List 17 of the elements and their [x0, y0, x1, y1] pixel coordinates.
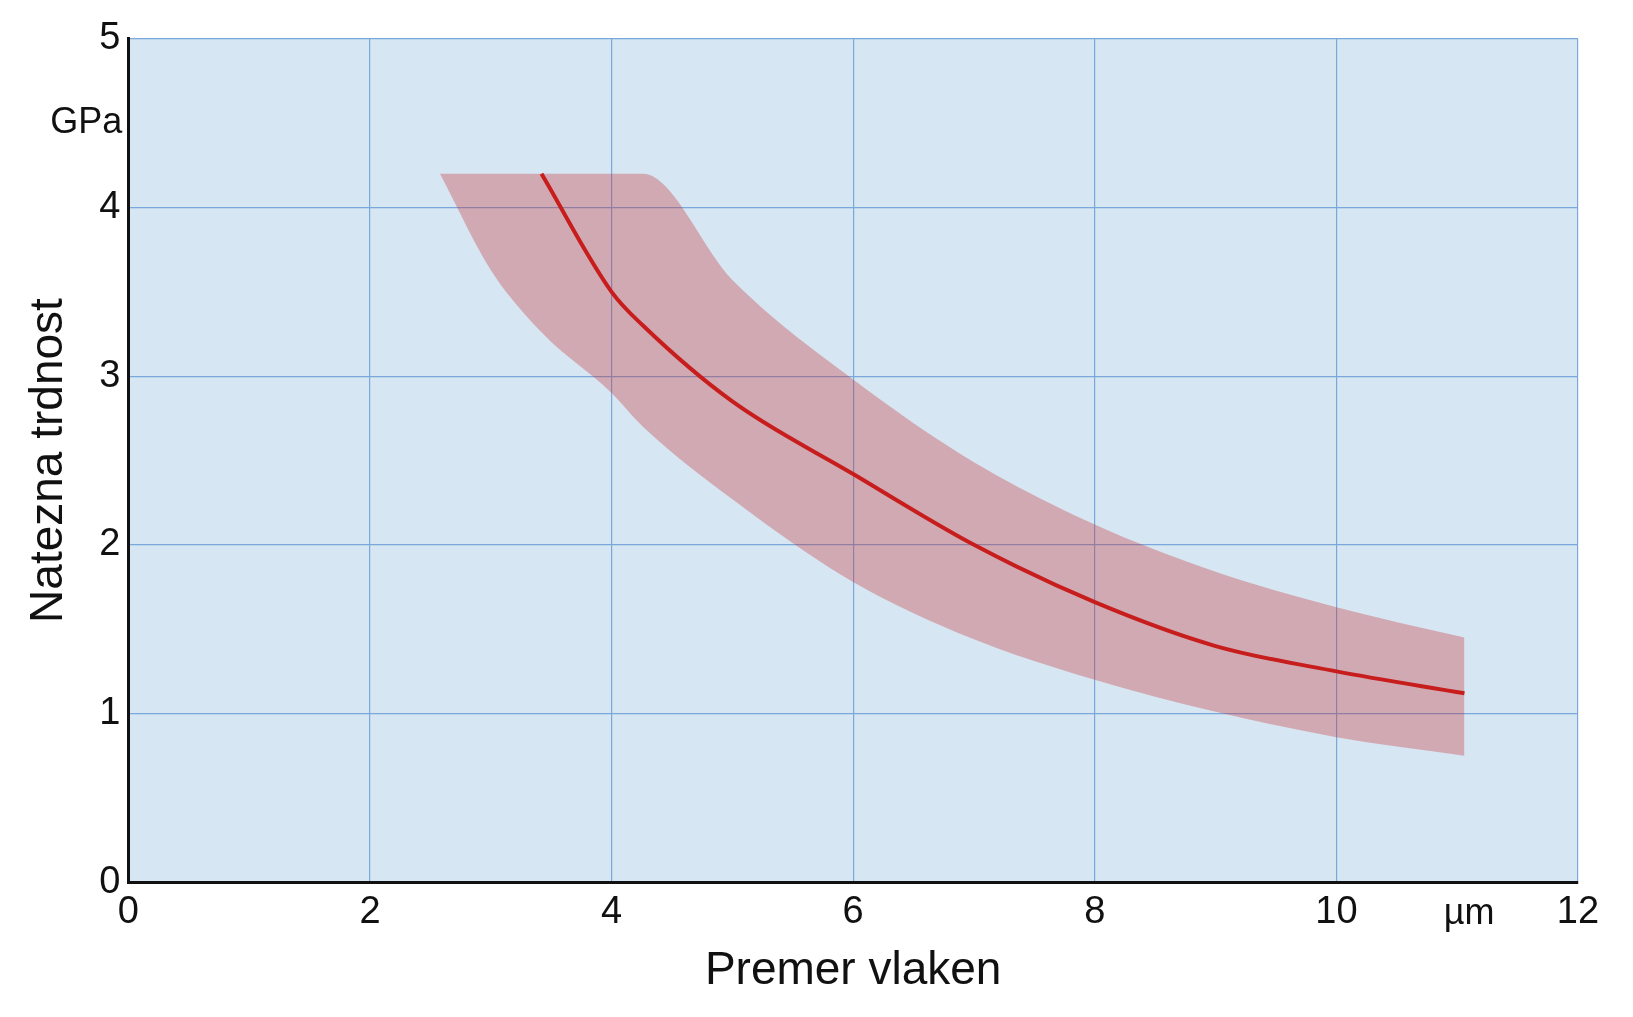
y-tick-label: 0	[99, 858, 121, 901]
x-tick-label: 10	[1315, 889, 1358, 932]
y-tick-label: 2	[99, 521, 121, 564]
y-tick-label: 3	[99, 352, 121, 395]
text: GPa	[50, 100, 124, 142]
x-axis-title: Premer vlaken	[704, 942, 1002, 995]
x-tick-label: 8	[1084, 889, 1106, 932]
x-tick-label: 4	[600, 889, 623, 932]
x-tick-label: 2	[359, 889, 381, 932]
line-series	[539, 171, 1467, 696]
y-axis-title: Natezna trdnost	[20, 297, 73, 623]
y-tick-label: 5	[99, 15, 121, 58]
x-tick-label: 6	[842, 889, 864, 932]
y-tick-label: 4	[99, 183, 121, 226]
text: µm	[1443, 891, 1495, 933]
y-tick-label: 1	[99, 690, 121, 732]
x-tick-label: 12	[1556, 889, 1600, 932]
